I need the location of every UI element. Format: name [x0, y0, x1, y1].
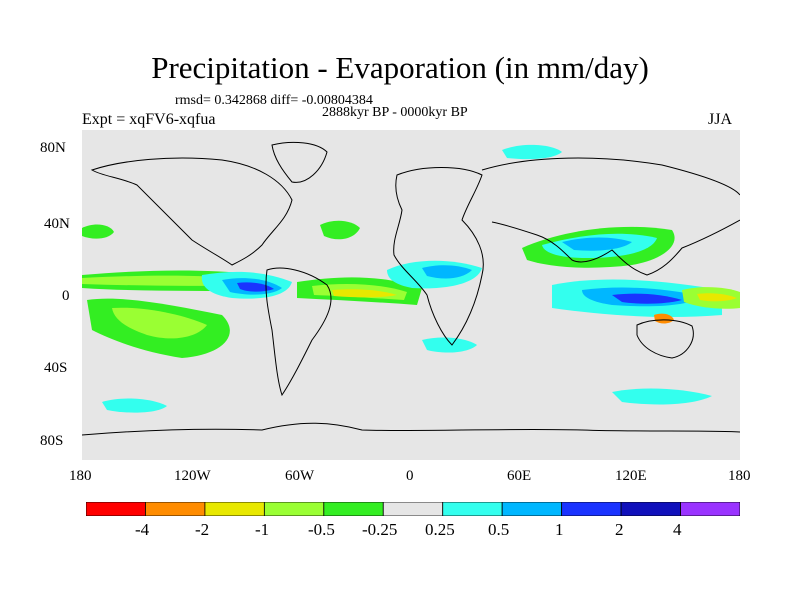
rmsd-diff-stats: rmsd= 0.342868 diff= -0.00804384 — [175, 93, 373, 108]
colorbar-swatch — [145, 502, 206, 516]
colorbar-label: 0.25 — [425, 520, 455, 539]
x-tick-label: 60E — [507, 468, 532, 484]
atlantic-itcz-dry — [332, 289, 397, 298]
east-pacific-wet-max — [237, 282, 274, 292]
north-atlantic-patch — [320, 220, 360, 240]
x-tick-label: 0 — [406, 468, 414, 484]
colorbar-label: -2 — [195, 520, 210, 539]
australia-coast — [636, 319, 694, 359]
colorbar-label: -1 — [255, 520, 270, 539]
map-panel — [82, 130, 740, 460]
arctic-patch — [502, 144, 562, 160]
colorbar-swatch — [86, 502, 146, 516]
colorbar-label: -0.5 — [308, 520, 335, 539]
colorbar-swatch — [323, 502, 384, 516]
africa-wet-core — [422, 265, 472, 279]
colorbar-swatch — [620, 502, 681, 516]
anomaly-fields — [82, 144, 740, 413]
colorbar — [86, 502, 740, 516]
time-period-label: 2888kyr BP - 0000kyr BP — [322, 105, 468, 120]
greenland-coast — [271, 141, 328, 183]
asia-coast — [481, 157, 740, 276]
colorbar-swatch — [680, 502, 740, 516]
colorbar-swatch — [204, 502, 265, 516]
colorbar-label: 1 — [555, 520, 564, 539]
colorbar-swatch — [382, 502, 444, 516]
season-label: JJA — [708, 111, 733, 128]
south-atlantic-patch — [422, 337, 477, 353]
y-tick-label: 80S — [40, 433, 64, 449]
experiment-label: Expt = xqFV6-xqfua — [82, 111, 216, 128]
y-tick-label: 40N — [44, 216, 70, 232]
colorbar-label: 4 — [673, 520, 682, 539]
antarctica-coast — [82, 422, 740, 436]
southern-ocean-patch-2 — [612, 388, 712, 405]
asian-monsoon-core — [562, 237, 632, 251]
x-tick-label: 60W — [285, 468, 315, 484]
colorbar-swatch — [501, 502, 563, 516]
colorbar-swatch — [263, 502, 325, 516]
south-pacific-dry-core — [112, 307, 207, 339]
coastlines — [82, 141, 740, 436]
maritime-wet-max — [612, 293, 682, 304]
colorbar-swatch — [561, 502, 622, 516]
x-tick-label: 120W — [174, 468, 211, 484]
y-tick-label: 80N — [40, 140, 66, 156]
southern-ocean-patch — [102, 398, 167, 413]
y-tick-label: 40S — [44, 360, 68, 376]
colorbar-swatch — [442, 502, 503, 516]
x-tick-label: 180 — [69, 468, 92, 484]
colorbar-label: 0.5 — [488, 520, 510, 539]
colorbar-label: -0.25 — [362, 520, 398, 539]
north-america-coast — [90, 157, 293, 266]
europe-africa-coast — [393, 167, 484, 346]
colorbar-label: -4 — [135, 520, 150, 539]
x-tick-label: 120E — [615, 468, 647, 484]
west-pacific-dry-core — [697, 293, 737, 302]
south-america-coast — [265, 267, 332, 397]
plot-title: Precipitation - Evaporation (in mm/day) — [151, 50, 649, 85]
x-tick-label: 180 — [728, 468, 751, 484]
colorbar-label: 2 — [615, 520, 624, 539]
north-pacific-patch — [82, 224, 114, 239]
y-tick-label: 0 — [62, 288, 70, 304]
australia-dry — [654, 313, 674, 324]
